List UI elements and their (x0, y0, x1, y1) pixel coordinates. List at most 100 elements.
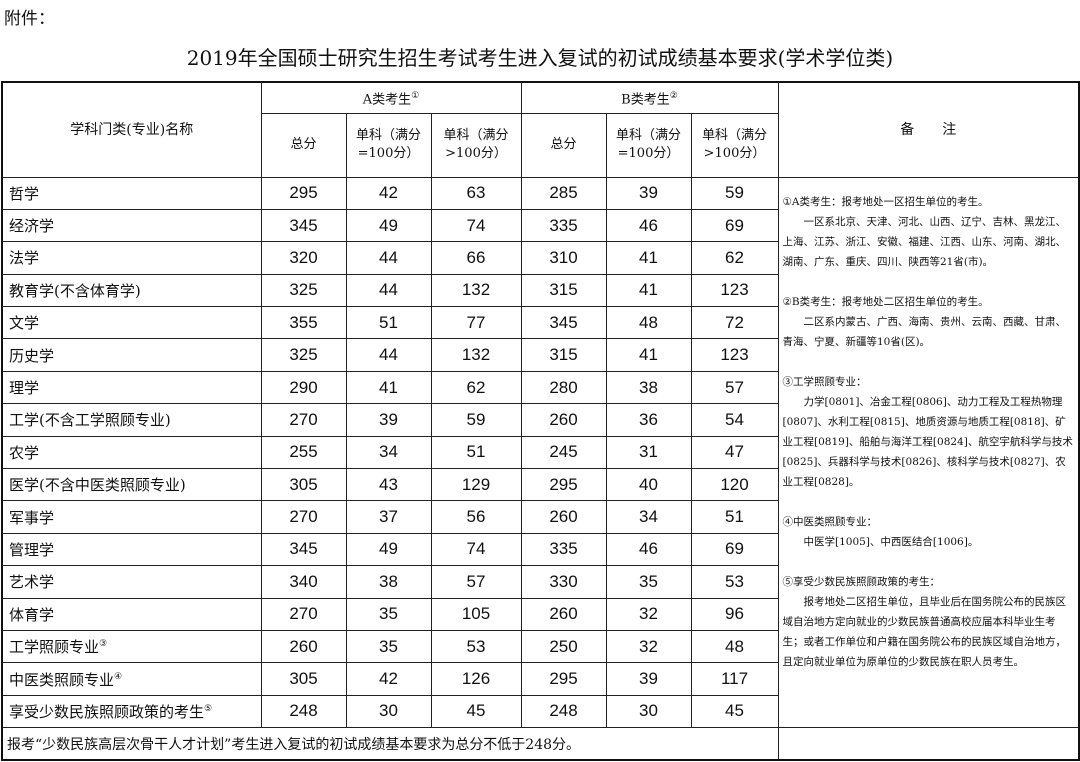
score-a-total: 355 (260, 306, 347, 340)
score-a-single-gt100: 45 (430, 694, 522, 729)
header-a-total: 总分 (260, 112, 347, 178)
score-a-single-100: 49 (345, 208, 432, 243)
score-b-single-gt100: 123 (690, 338, 779, 372)
footer-note: 报考“少数民族高层次骨干人才计划”考生进入复试的初试成绩基本要求为总分不低于24… (1, 727, 779, 761)
score-b-total: 245 (520, 435, 607, 470)
subject-name: 法学 (1, 241, 262, 275)
score-b-total: 295 (520, 468, 607, 502)
score-b-single-100: 35 (605, 565, 692, 599)
score-b-single-100: 30 (605, 694, 692, 729)
score-a-total: 305 (260, 468, 347, 502)
subject-name: 教育学(不含体育学) (1, 273, 262, 308)
score-a-total: 320 (260, 241, 347, 275)
subject-name: 医学(不含中医类照顾专业) (1, 468, 262, 502)
score-a-total: 345 (260, 532, 347, 567)
subject-name: 文学 (1, 306, 262, 340)
header-b-single-gt100: 单科（满分>100分） (690, 112, 779, 178)
score-a-single-100: 42 (345, 662, 432, 696)
score-b-total: 250 (520, 629, 607, 664)
score-b-single-100: 41 (605, 241, 692, 275)
score-a-single-gt100: 66 (430, 241, 522, 275)
score-a-single-gt100: 63 (430, 176, 522, 210)
subject-name: 工学(不含工学照顾专业) (1, 403, 262, 437)
score-a-total: 295 (260, 176, 347, 210)
table-row: 文学 355 51 77 345 48 72 (1, 306, 1079, 340)
score-a-total: 270 (260, 500, 347, 534)
score-a-total: 270 (260, 403, 347, 437)
score-a-single-100: 35 (345, 629, 432, 664)
notes-cell: ①A类考生：报考地处一区招生单位的考生。 一区系北京、天津、河北、山西、辽宁、吉林… (777, 176, 1080, 729)
table-row: 工学(不含工学照顾专业) 270 39 59 260 36 54 (1, 403, 1079, 437)
score-a-single-100: 51 (345, 306, 432, 340)
score-a-single-gt100: 62 (430, 370, 522, 405)
score-a-total: 345 (260, 208, 347, 243)
subject-name: 哲学 (1, 176, 262, 210)
score-b-single-100: 39 (605, 176, 692, 210)
table-row: 法学 320 44 66 310 41 62 (1, 241, 1079, 275)
score-b-single-gt100: 54 (690, 403, 779, 437)
score-b-single-gt100: 69 (690, 532, 779, 567)
score-a-single-gt100: 126 (430, 662, 522, 696)
subject-name: 军事学 (1, 500, 262, 534)
subject-name: 管理学 (1, 532, 262, 567)
header-a-single-gt100: 单科（满分>100分） (430, 112, 522, 178)
score-b-single-gt100: 120 (690, 468, 779, 502)
score-a-total: 325 (260, 273, 347, 308)
score-a-single-gt100: 56 (430, 500, 522, 534)
score-a-single-gt100: 74 (430, 532, 522, 567)
header-a-single-100: 单科（满分=100分） (345, 112, 432, 178)
subject-name: 工学照顾专业③ (1, 629, 262, 664)
score-b-total: 248 (520, 694, 607, 729)
score-b-total: 260 (520, 403, 607, 437)
score-b-single-100: 41 (605, 273, 692, 308)
score-b-single-gt100: 57 (690, 370, 779, 405)
subject-name: 农学 (1, 435, 262, 470)
header-group-a: A类考生① (260, 81, 522, 114)
score-b-single-gt100: 72 (690, 306, 779, 340)
header-b-total: 总分 (520, 112, 607, 178)
score-b-single-gt100: 96 (690, 597, 779, 631)
header-notes: 备 注 (777, 81, 1080, 178)
table-row: 哲学 295 42 63 285 39 59 ①A类考生：报考地处一区招生单位的考生。 一区系北… (1, 176, 1080, 729)
score-b-single-100: 46 (605, 532, 692, 567)
table-row: 医学(不含中医类照顾专业) 305 43 129 295 40 120 (1, 468, 1079, 502)
score-a-total: 325 (260, 338, 347, 372)
header-name-col: 学科门类(专业)名称 (1, 81, 262, 178)
score-a-single-gt100: 53 (430, 629, 522, 664)
table-row: 农学 255 34 51 245 31 47 (1, 435, 1079, 470)
score-a-total: 305 (260, 662, 347, 696)
score-a-single-gt100: 51 (430, 435, 522, 470)
note-item: ③工学照顾专业： 力学[0801]、冶金工程[0806]、动力工程及工程热物理[0… (782, 375, 1073, 488)
score-a-total: 270 (260, 597, 347, 631)
subject-name: 艺术学 (1, 565, 262, 599)
score-b-single-100: 31 (605, 435, 692, 470)
score-b-single-gt100: 48 (690, 629, 779, 664)
score-b-single-gt100: 53 (690, 565, 779, 599)
score-a-total: 255 (260, 435, 347, 470)
score-b-total: 345 (520, 306, 607, 340)
score-a-single-gt100: 129 (430, 468, 522, 502)
score-b-single-gt100: 62 (690, 241, 779, 275)
note-item: ④中医类照顾专业： 中医学[1005]、中西医结合[1006]。 (782, 515, 979, 548)
score-a-single-100: 44 (345, 273, 432, 308)
note-item: ⑤享受少数民族照顾政策的考生： 报考地处二区招生单位，且毕业后在国务院公布的民族区… (782, 575, 1067, 668)
score-b-single-gt100: 69 (690, 208, 779, 243)
score-a-single-100: 44 (345, 241, 432, 275)
score-a-single-100: 49 (345, 532, 432, 567)
score-b-total: 260 (520, 597, 607, 631)
score-a-single-100: 37 (345, 500, 432, 534)
score-a-single-100: 44 (345, 338, 432, 372)
score-b-single-100: 46 (605, 208, 692, 243)
score-a-single-gt100: 57 (430, 565, 522, 599)
table-row: 工学照顾专业③ 260 35 53 250 32 48 (1, 629, 1079, 664)
score-b-single-100: 39 (605, 662, 692, 696)
header-b-single-100: 单科（满分=100分） (605, 112, 692, 178)
document-title: 2019年全国硕士研究生招生考试考生进入复试的初试成绩基本要求(学术学位类) (186, 46, 894, 70)
score-b-single-gt100: 51 (690, 500, 779, 534)
score-a-single-100: 30 (345, 694, 432, 729)
table-row: 管理学 345 49 74 335 46 69 (1, 532, 1079, 567)
score-a-single-100: 41 (345, 370, 432, 405)
attachment-label: 附件： (4, 9, 55, 29)
table-row: 教育学(不含体育学) 325 44 132 315 41 123 (1, 273, 1079, 308)
table-row: 理学 290 41 62 280 38 57 (1, 370, 1079, 405)
